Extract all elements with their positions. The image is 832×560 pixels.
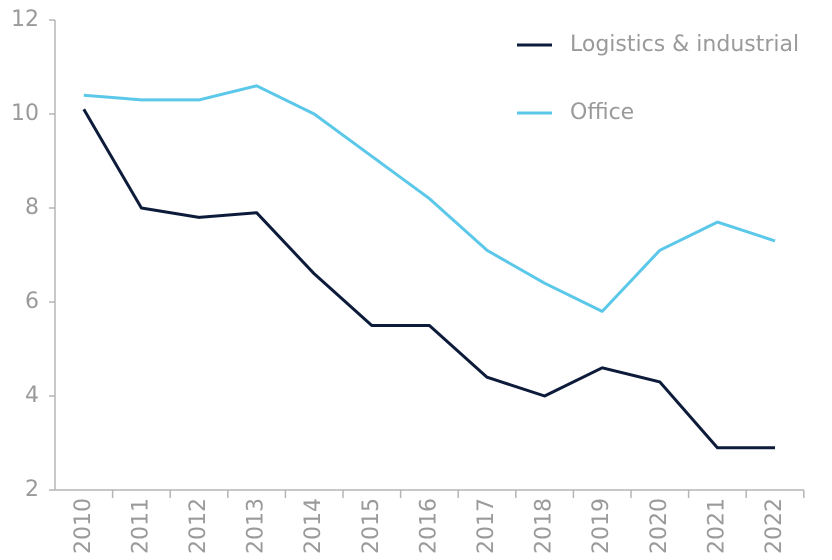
x-tick-label: 2022 xyxy=(762,498,787,554)
y-tick-label: 12 xyxy=(11,7,39,32)
x-tick-label: 2011 xyxy=(128,498,153,554)
x-tick-label: 2018 xyxy=(532,498,557,554)
x-tick-label: 2015 xyxy=(359,498,384,554)
y-tick-label: 4 xyxy=(25,383,39,408)
x-tick-label: 2010 xyxy=(71,498,96,554)
y-tick-label: 2 xyxy=(25,477,39,502)
x-tick-label: 2019 xyxy=(589,498,614,554)
line-series xyxy=(83,84,776,313)
y-tick-label: 10 xyxy=(11,101,39,126)
x-tick-label: 2012 xyxy=(186,498,211,554)
x-tick-label: 2021 xyxy=(704,498,729,554)
line-series xyxy=(82,108,775,450)
legend-label: Logistics & industrial xyxy=(570,32,799,57)
x-tick-label: 2016 xyxy=(416,498,441,554)
x-tick-label: 2013 xyxy=(244,498,269,554)
x-tick-label: 2014 xyxy=(301,498,326,554)
x-tick-label: 2020 xyxy=(647,498,672,554)
legend-label: Office xyxy=(570,100,634,125)
y-tick-label: 6 xyxy=(25,289,39,314)
y-tick-label: 8 xyxy=(25,195,39,220)
x-tick-label: 2017 xyxy=(474,498,499,554)
